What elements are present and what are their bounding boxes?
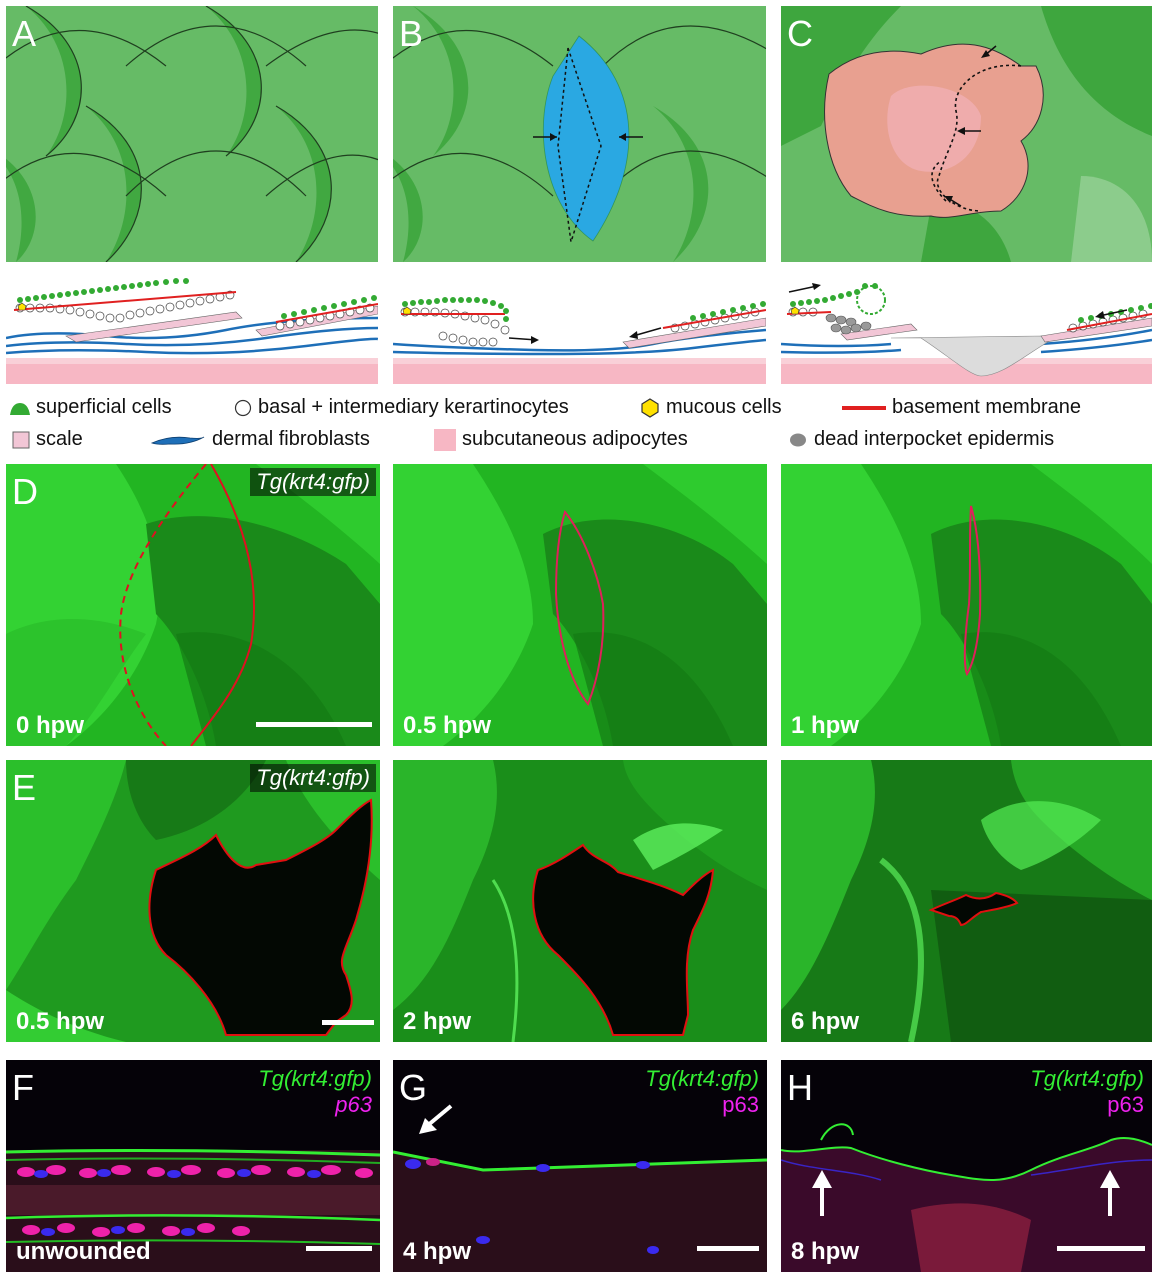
arrow-up-icon-h-left	[812, 1170, 832, 1216]
time-label-f: unwounded	[16, 1238, 151, 1265]
panel-label-f: F	[12, 1067, 34, 1108]
legend-basal: basal + intermediary kerartinocytes	[234, 396, 569, 419]
time-label-d2: 0.5 hpw	[403, 712, 492, 739]
legend-superficial: superficial cells	[10, 396, 172, 419]
legend-dead: dead interpocket epidermis	[788, 428, 1054, 451]
panel-label-h: H	[787, 1067, 813, 1108]
legend: superficial cells basal + intermediary k…	[0, 390, 1159, 460]
time-label-e2: 2 hpw	[403, 1008, 472, 1035]
panel-e-05hpw: E Tg(krt4:gfp) 0.5 hpw	[6, 760, 380, 1042]
time-label-d1: 0 hpw	[16, 712, 85, 739]
legend-dead-label: dead interpocket epidermis	[814, 428, 1055, 450]
transgene-label-h: Tg(krt4:gfp)	[1030, 1066, 1144, 1091]
panel-label-c: C	[787, 13, 813, 54]
panel-d-05hpw: 0.5 hpw	[393, 464, 767, 746]
scale-bar-d	[256, 722, 372, 727]
legend-superficial-label: superficial cells	[36, 396, 172, 418]
mucous-cell-icon	[641, 397, 659, 418]
scale-bar-g	[697, 1246, 759, 1251]
legend-basement-label: basement membrane	[892, 396, 1081, 418]
legend-adipocytes: subcutaneous adipocytes	[434, 428, 688, 451]
legend-mucous: mucous cells	[640, 396, 782, 419]
basement-membrane-icon	[842, 405, 886, 410]
arrow-icon-g	[419, 1104, 453, 1134]
time-label-d3: 1 hpw	[791, 712, 860, 739]
basal-cell-icon	[234, 399, 252, 416]
time-label-e3: 6 hpw	[791, 1008, 860, 1035]
panel-label-g: G	[399, 1067, 428, 1108]
panel-d-0hpw: D Tg(krt4:gfp) 0 hpw	[6, 464, 380, 746]
panel-d-1hpw: 1 hpw	[781, 464, 1152, 746]
scale-bar-e	[322, 1020, 374, 1025]
legend-adipocytes-label: subcutaneous adipocytes	[462, 428, 688, 450]
arrow-up-icon-h-right	[1100, 1170, 1120, 1216]
legend-scale-label: scale	[36, 428, 83, 450]
panel-b-schematic: B	[393, 6, 766, 262]
dead-cell-icon	[790, 433, 806, 446]
legend-basement: basement membrane	[842, 396, 1081, 419]
panel-h-8hpw: H Tg(krt4:gfp) p63 8 hpw	[781, 1060, 1152, 1272]
superficial-cell-icon	[10, 402, 30, 415]
legend-basal-label: basal + intermediary kerartinocytes	[258, 396, 569, 418]
panel-f-unwounded: F Tg(krt4:gfp) p63 unwounded	[6, 1060, 380, 1272]
legend-fibroblasts-label: dermal fibroblasts	[212, 428, 370, 450]
panel-label-a: A	[12, 13, 37, 54]
panel-e-2hpw: 2 hpw	[393, 760, 767, 1042]
transgene-label-g: Tg(krt4:gfp)	[645, 1066, 759, 1091]
panel-a-schematic: A	[6, 6, 378, 262]
legend-fibroblasts: dermal fibroblasts	[150, 428, 370, 451]
panel-label-e: E	[12, 767, 37, 808]
scale-bar-f	[306, 1246, 372, 1251]
p63-label-g: p63	[722, 1092, 759, 1117]
time-label-g: 4 hpw	[403, 1238, 472, 1265]
cross-section-a	[6, 278, 378, 384]
adipocyte-icon	[434, 428, 456, 451]
p63-label-f: p63	[335, 1092, 372, 1117]
scale-bar-h	[1057, 1246, 1145, 1251]
time-label-e1: 0.5 hpw	[16, 1008, 105, 1035]
panel-c-schematic: C	[781, 6, 1152, 262]
p63-label-h: p63	[1107, 1092, 1144, 1117]
fibroblast-icon	[150, 436, 205, 445]
cross-section-c	[781, 278, 1152, 384]
legend-mucous-label: mucous cells	[666, 396, 782, 418]
legend-scale: scale	[12, 428, 83, 451]
panel-label-b: B	[399, 13, 424, 54]
panel-e-6hpw: 6 hpw	[781, 760, 1152, 1042]
panel-label-d: D	[12, 471, 38, 512]
transgene-label-d: Tg(krt4:gfp)	[250, 468, 376, 496]
cross-section-b	[393, 278, 766, 384]
transgene-label-e: Tg(krt4:gfp)	[250, 764, 376, 792]
scale-icon	[12, 431, 30, 448]
panel-g-4hpw: G Tg(krt4:gfp) p63 4 hpw	[393, 1060, 767, 1272]
time-label-h: 8 hpw	[791, 1238, 860, 1265]
transgene-label-f: Tg(krt4:gfp)	[258, 1066, 372, 1091]
